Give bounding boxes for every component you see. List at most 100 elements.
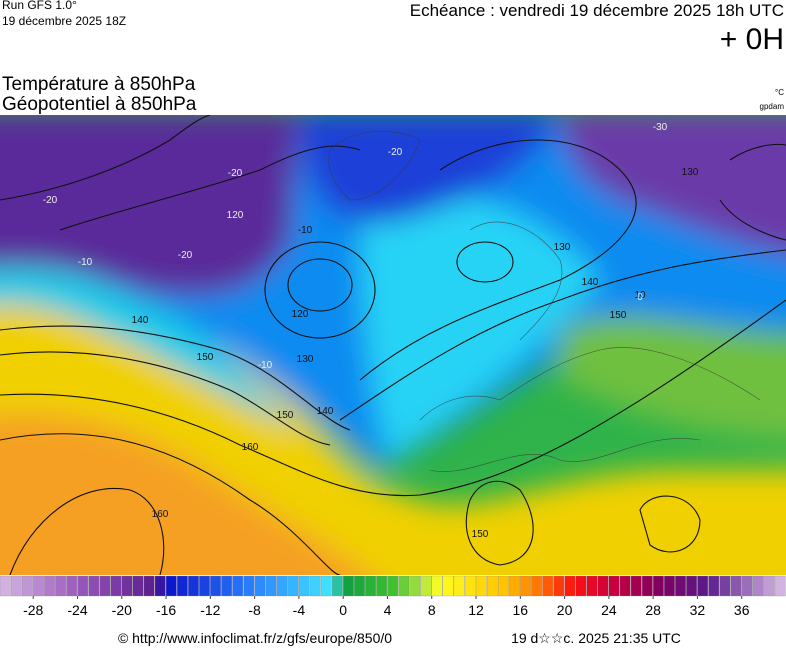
contour [9, 488, 165, 575]
colorbar-tick-label: -8 [248, 602, 261, 618]
contour-label: 140 [317, 406, 334, 417]
contour [456, 241, 514, 283]
contour-label: 10 [634, 290, 646, 301]
contour [287, 258, 353, 312]
colorbar-swatch [608, 575, 620, 597]
colorbar-swatch [498, 575, 509, 597]
colorbar-swatch [752, 575, 764, 597]
colorbar-swatch [675, 575, 686, 597]
colorbar-tick-label: -4 [293, 602, 306, 618]
contour-label: -30 [653, 122, 668, 133]
colorbar-swatch [719, 575, 731, 597]
colorbar-swatch [686, 575, 697, 597]
contour-label: 130 [682, 167, 699, 178]
colorbar-swatch [653, 575, 664, 597]
colorbar-swatch [232, 575, 244, 597]
contour [0, 115, 211, 201]
contour-label: 150 [277, 410, 294, 421]
contour-label: 160 [242, 442, 259, 453]
contour [719, 143, 786, 241]
colorbar-swatch [110, 575, 122, 597]
geopotential-contours [0, 115, 786, 575]
colorbar-swatch [409, 575, 421, 597]
unit-temperature: °C [775, 88, 784, 97]
contour [0, 351, 331, 446]
contour [264, 241, 376, 339]
colorbar-swatch [619, 575, 631, 597]
colorbar-tick-label: 0 [339, 602, 347, 618]
contour [339, 249, 786, 421]
coastline [419, 347, 761, 472]
colorbar-tick-label: 16 [513, 602, 529, 618]
contour [639, 495, 701, 553]
colorbar-swatch [265, 575, 277, 597]
colorbar-swatch [542, 575, 554, 597]
colorbar-tick-label: 20 [557, 602, 573, 618]
colorbar-swatch [243, 575, 255, 597]
colorbar-swatch [143, 575, 155, 597]
title-temperature: Température à 850hPa [2, 74, 196, 95]
colorbar-swatch [586, 575, 598, 597]
colorbar-swatch [88, 575, 100, 597]
colorbar-swatch [132, 575, 144, 597]
colorbar-tick-label: 36 [734, 602, 750, 618]
colorbar-swatch [10, 575, 22, 597]
colorbar-swatch [33, 575, 44, 597]
colorbar-swatch [453, 575, 465, 597]
contour-label: 130 [297, 354, 314, 365]
contour [0, 299, 786, 497]
colorbar-swatch [365, 575, 376, 597]
colorbar-tick-label: 12 [468, 602, 484, 618]
contour-label: -20 [228, 168, 243, 179]
colorbar-swatch [176, 575, 188, 597]
colorbar-swatch [509, 575, 520, 597]
colorbar-swatch [154, 575, 166, 597]
run-label: Run GFS 1.0° [2, 0, 77, 12]
colorbar-swatch [697, 575, 709, 597]
colorbar-tick-label: 24 [601, 602, 617, 618]
colorbar-swatch [21, 575, 33, 597]
contour-label: 160 [152, 509, 169, 520]
colorbar-swatch [354, 575, 365, 597]
colorbar-swatch [320, 575, 332, 597]
colorbar-swatch [641, 575, 653, 597]
colorbar-tick-label: 32 [690, 602, 706, 618]
colorbar: -28 -24 -20 -16 -12 -8 -4 0 4 8 12 16 20 24 28 32 36 [0, 575, 786, 618]
colorbar-swatch [520, 575, 531, 597]
contour [359, 139, 637, 381]
colorbar-swatch [276, 575, 288, 597]
colorbar-swatch [210, 575, 221, 597]
colorbar-swatch [531, 575, 543, 597]
colorbar-swatch [77, 575, 89, 597]
colorbar-swatch [553, 575, 565, 597]
colorbar-tick-label: 8 [428, 602, 436, 618]
contour-label: 120 [227, 210, 244, 221]
colorbar-swatch [0, 575, 11, 597]
colorbar-tick-label: -12 [200, 602, 220, 618]
colorbar-tick-label: 4 [384, 602, 392, 618]
contour-label: -10 [258, 360, 273, 371]
colorbar-swatch [464, 575, 476, 597]
colorbar-swatch [199, 575, 210, 597]
contour-label: 150 [610, 310, 627, 321]
colorbar-swatch [730, 575, 742, 597]
colorbar-swatch [309, 575, 321, 597]
colorbar-swatch [387, 575, 399, 597]
colorbar-tick-label: -20 [112, 602, 132, 618]
contour-label: 120 [292, 309, 309, 320]
colorbar-tick-label: 28 [645, 602, 661, 618]
contour-label: -20 [43, 195, 58, 206]
contour-label: -10 [78, 257, 93, 268]
colorbar-tick-label: -16 [156, 602, 176, 618]
colorbar-swatch [664, 575, 675, 597]
echeance: Echéance : vendredi 19 décembre 2025 18h… [410, 1, 784, 20]
contour [0, 433, 341, 575]
contour-label: 140 [132, 315, 149, 326]
colorbar-swatch [774, 575, 786, 597]
greenland-ice [328, 131, 421, 201]
colorbar-swatch [475, 575, 487, 597]
run-date: 19 décembre 2025 18Z [2, 14, 126, 28]
map: -20 120 -20 -20 -10 -10 140 150 130 140 150 160 160 -… [0, 115, 786, 575]
contour-label: 150 [472, 529, 489, 540]
